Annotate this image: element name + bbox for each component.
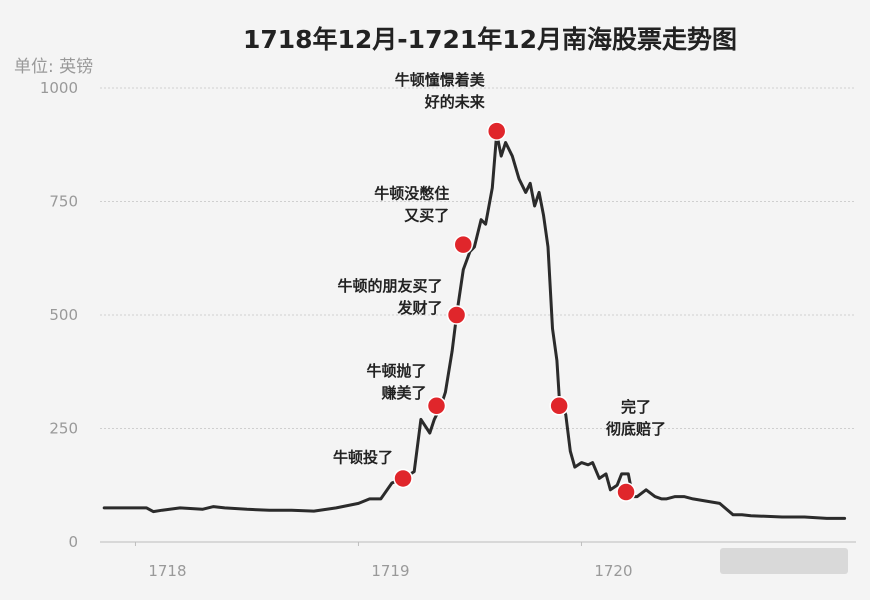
gridlines: [100, 88, 856, 429]
annotation-label: 赚美了: [380, 384, 426, 402]
highlight-point: [428, 397, 446, 415]
annotation-label: 好的未来: [424, 93, 486, 111]
y-tick-label: 750: [49, 193, 78, 211]
annotation-label: 牛顿抛了: [366, 362, 426, 380]
highlight-point: [394, 469, 412, 487]
annotation-label: 彻底赔了: [605, 420, 666, 438]
x-axis-ticks: 1718 1719 1720: [135, 542, 632, 580]
y-tick-label: 500: [49, 306, 78, 324]
x-tick-label: 1720: [594, 562, 632, 580]
highlight-point: [488, 122, 506, 140]
x-tick-label: 1719: [371, 562, 409, 580]
x-tick-label: 1718: [148, 562, 186, 580]
highlight-point: [617, 483, 635, 501]
annotation-label: 牛顿的朋友买了: [338, 277, 443, 295]
y-axis-ticks: 0 250 500 750 1000: [40, 79, 78, 551]
unit-label: 单位: 英镑: [14, 57, 93, 77]
annotation-label: 完了: [621, 398, 651, 416]
price-line: [104, 133, 844, 518]
annotation-label: 牛顿投了: [333, 448, 393, 466]
blurred-watermark: [720, 548, 848, 574]
highlight-point: [550, 397, 568, 415]
annotation-label: 牛顿憧憬着美: [395, 71, 486, 89]
annotation-label: 又买了: [404, 207, 449, 225]
y-tick-label: 250: [49, 420, 78, 438]
annotation-label: 牛顿没憋住: [374, 185, 449, 203]
highlight-point: [448, 306, 466, 324]
y-tick-label: 1000: [40, 79, 78, 97]
highlight-point: [454, 236, 472, 254]
y-tick-label: 0: [68, 533, 78, 551]
chart-title: 1718年12月-1721年12月南海股票走势图: [243, 25, 737, 54]
annotation-label: 发财了: [397, 299, 443, 317]
